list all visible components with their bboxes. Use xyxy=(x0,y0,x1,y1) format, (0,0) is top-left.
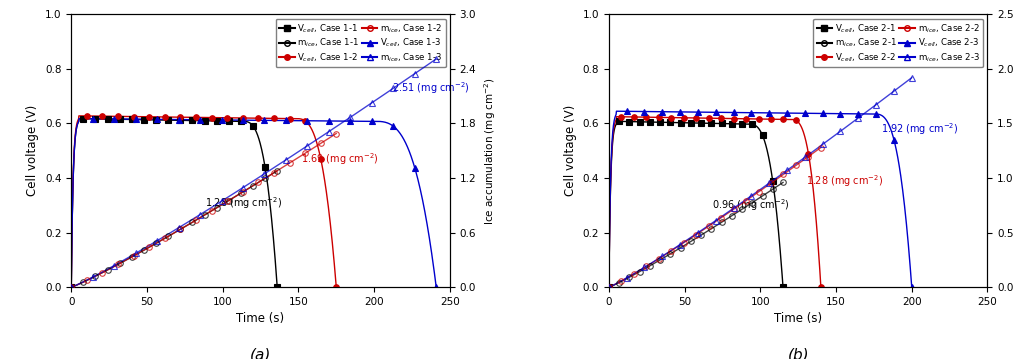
Y-axis label: Cell voltage (V): Cell voltage (V) xyxy=(564,105,577,196)
Legend: V$_{cell}$, Case 1-1, m$_{ice}$, Case 1-1, V$_{cell}$, Case 1-2, m$_{ice}$, Case: V$_{cell}$, Case 1-1, m$_{ice}$, Case 1-… xyxy=(276,19,446,67)
Text: 1.28 (mg cm$^{-2}$): 1.28 (mg cm$^{-2}$) xyxy=(205,195,282,211)
Legend: V$_{cell}$, Case 2-1, m$_{ice}$, Case 2-1, V$_{cell}$, Case 2-2, m$_{ice}$, Case: V$_{cell}$, Case 2-1, m$_{ice}$, Case 2-… xyxy=(813,19,983,67)
Text: (b): (b) xyxy=(787,347,809,359)
Y-axis label: Ice accumulation (mg cm$^{-2}$): Ice accumulation (mg cm$^{-2}$) xyxy=(482,77,498,225)
Text: 1.69 (mg cm$^{-2}$): 1.69 (mg cm$^{-2}$) xyxy=(301,151,379,167)
X-axis label: Time (s): Time (s) xyxy=(774,312,823,326)
Text: 1.28 (mg cm$^{-2}$): 1.28 (mg cm$^{-2}$) xyxy=(805,173,883,189)
Text: 1.92 (mg cm$^{-2}$): 1.92 (mg cm$^{-2}$) xyxy=(882,121,959,137)
Text: 0.96 (mg cm$^{-2}$): 0.96 (mg cm$^{-2}$) xyxy=(712,198,790,214)
Text: (a): (a) xyxy=(249,347,271,359)
Text: 2.51 (mg cm$^{-2}$): 2.51 (mg cm$^{-2}$) xyxy=(392,80,470,96)
Y-axis label: Cell voltage (V): Cell voltage (V) xyxy=(26,105,40,196)
X-axis label: Time (s): Time (s) xyxy=(236,312,285,326)
